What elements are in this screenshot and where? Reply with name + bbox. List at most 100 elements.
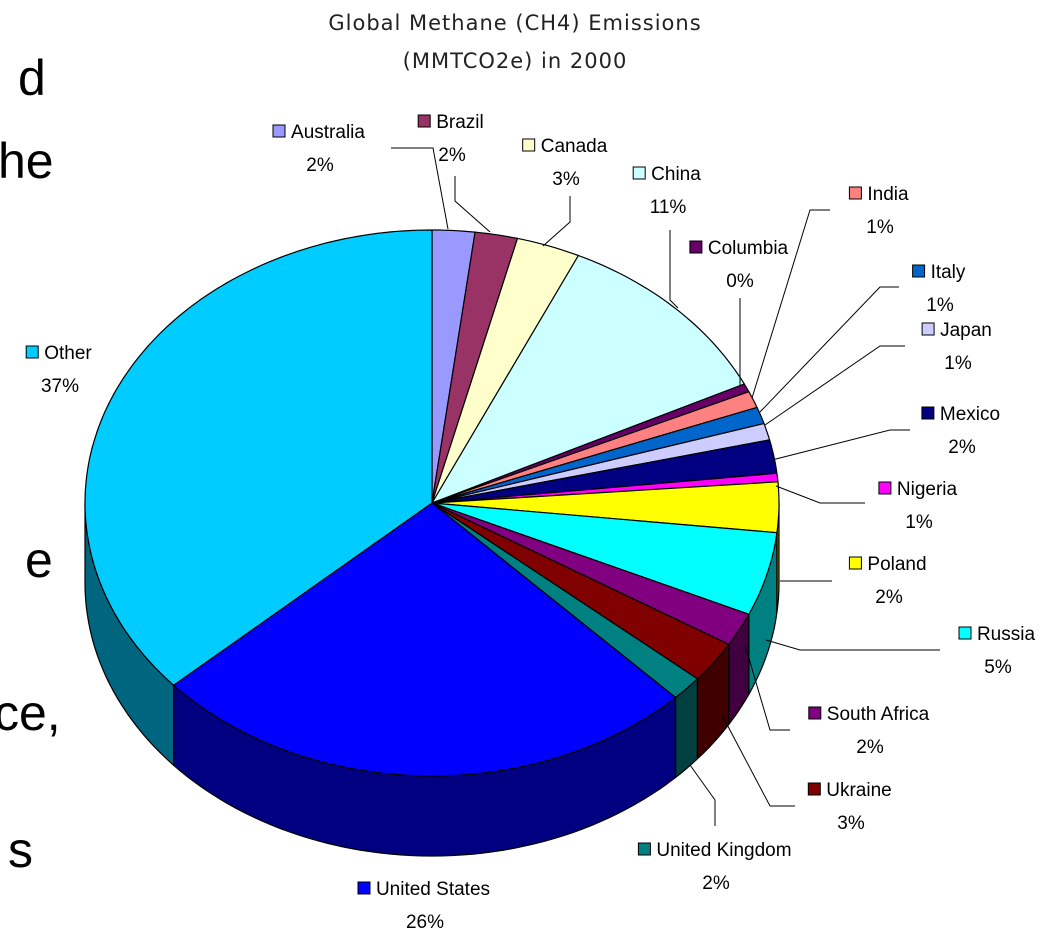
slice-ukraine (431, 502, 730, 680)
leader-italy (759, 286, 899, 413)
label-name-china: China (651, 164, 701, 185)
label-name-south-africa: South Africa (827, 704, 930, 725)
legend-swatch-india (848, 186, 862, 200)
background-text-5: s (8, 822, 33, 878)
legend-swatch-nigeria (878, 481, 892, 495)
label-percent-ukraine: 3% (837, 813, 865, 834)
slice-china (431, 254, 745, 504)
label-japan: Japan 1% (921, 320, 992, 374)
background-text-2: he (0, 133, 54, 189)
label-percent-nigeria: 1% (905, 512, 933, 533)
legend-swatch-mexico (921, 406, 935, 420)
label-percent-united-states: 26% (406, 912, 444, 929)
legend-swatch-australia (272, 124, 286, 138)
leader-australia (391, 147, 449, 230)
label-percent-south-africa: 2% (856, 737, 884, 758)
label-columbia: Columbia 0% (689, 238, 789, 292)
label-percent-united-kingdom: 2% (702, 873, 730, 894)
label-name-mexico: Mexico (940, 404, 1000, 425)
label-australia: Australia 2% (272, 122, 365, 176)
label-percent-poland: 2% (875, 587, 903, 608)
label-percent-russia: 5% (984, 657, 1012, 678)
chart-subtitle: (MMTCO2e) in 2000 (403, 49, 628, 73)
label-percent-mexico: 2% (948, 437, 976, 458)
label-mexico: Mexico 2% (921, 404, 1000, 458)
label-percent-italy: 1% (926, 295, 954, 316)
label-name-ukraine: Ukraine (826, 780, 891, 801)
label-name-united-kingdom: United Kingdom (656, 840, 791, 861)
legend-swatch-united-kingdom (637, 842, 651, 856)
leader-mexico (771, 429, 910, 461)
legend-swatch-columbia (689, 240, 703, 254)
label-brazil: Brazil 2% (417, 112, 484, 166)
leader-india (751, 209, 830, 399)
slice-canada (431, 237, 579, 504)
legend-swatch-china (632, 166, 646, 180)
label-percent-china: 11% (650, 197, 687, 218)
label-name-other: Other (44, 343, 92, 364)
label-nigeria: Nigeria 1% (878, 479, 958, 533)
slice-other (84, 229, 433, 686)
slice-south-africa (431, 502, 750, 645)
label-russia: Russia 5% (958, 624, 1036, 678)
label-united-states: United States 26% (357, 879, 490, 929)
label-poland: Poland 2% (848, 554, 927, 608)
legend-swatch-ukraine (807, 782, 821, 796)
legend-swatch-russia (958, 626, 972, 640)
label-name-brazil: Brazil (436, 112, 484, 133)
label-percent-india: 1% (866, 217, 894, 238)
label-percent-japan: 1% (944, 353, 972, 374)
leader-south-africa (744, 644, 790, 731)
legend-swatch-united-states (357, 881, 371, 895)
legend-swatch-south-africa (808, 706, 822, 720)
label-name-columbia: Columbia (708, 238, 789, 259)
legend-swatch-italy (912, 264, 926, 278)
leader-canada (542, 196, 571, 247)
legend-swatch-other (25, 345, 39, 359)
leader-china (669, 230, 679, 309)
label-name-australia: Australia (291, 122, 365, 143)
background-text-1: d (18, 50, 46, 106)
label-canada: Canada 3% (522, 136, 608, 190)
slice-united-kingdom (431, 502, 698, 699)
label-china: China 11% (632, 164, 701, 218)
label-name-japan: Japan (940, 320, 992, 341)
label-name-italy: Italy (931, 262, 966, 283)
label-percent-other: 37% (41, 376, 79, 397)
leader-lines (391, 147, 940, 826)
label-percent-australia: 2% (306, 155, 334, 176)
label-percent-columbia: 0% (726, 271, 754, 292)
label-name-nigeria: Nigeria (897, 479, 958, 500)
leader-ukraine (721, 714, 795, 807)
background-text-3: e (25, 532, 53, 588)
leader-nigeria (775, 485, 865, 504)
leader-brazil (454, 176, 491, 233)
slice-russia (431, 502, 778, 615)
chart-title: Global Methane (CH4) Emissions (328, 11, 701, 35)
slice-united-states (173, 502, 677, 777)
label-ukraine: Ukraine 3% (807, 780, 892, 834)
label-name-poland: Poland (867, 554, 926, 575)
legend-swatch-brazil (417, 114, 431, 128)
leader-japan (764, 345, 905, 426)
leader-united-kingdom (689, 764, 716, 826)
label-italy: Italy 1% (912, 262, 966, 316)
pie-slices (84, 229, 780, 777)
label-india: India 1% (848, 184, 909, 238)
label-percent-canada: 3% (552, 169, 580, 190)
background-text-4: ce, (0, 685, 61, 741)
legend-swatch-poland (848, 556, 862, 570)
leader-russia (765, 639, 940, 651)
label-other: Other 37% (25, 343, 92, 397)
label-name-united-states: United States (376, 879, 490, 900)
label-percent-brazil: 2% (438, 145, 466, 166)
label-name-russia: Russia (977, 624, 1036, 645)
label-name-india: India (867, 184, 909, 205)
legend-swatch-japan (921, 322, 935, 336)
label-united-kingdom: United Kingdom 2% (637, 840, 792, 894)
slice-mexico (431, 439, 778, 504)
legend-swatch-canada (522, 138, 536, 152)
